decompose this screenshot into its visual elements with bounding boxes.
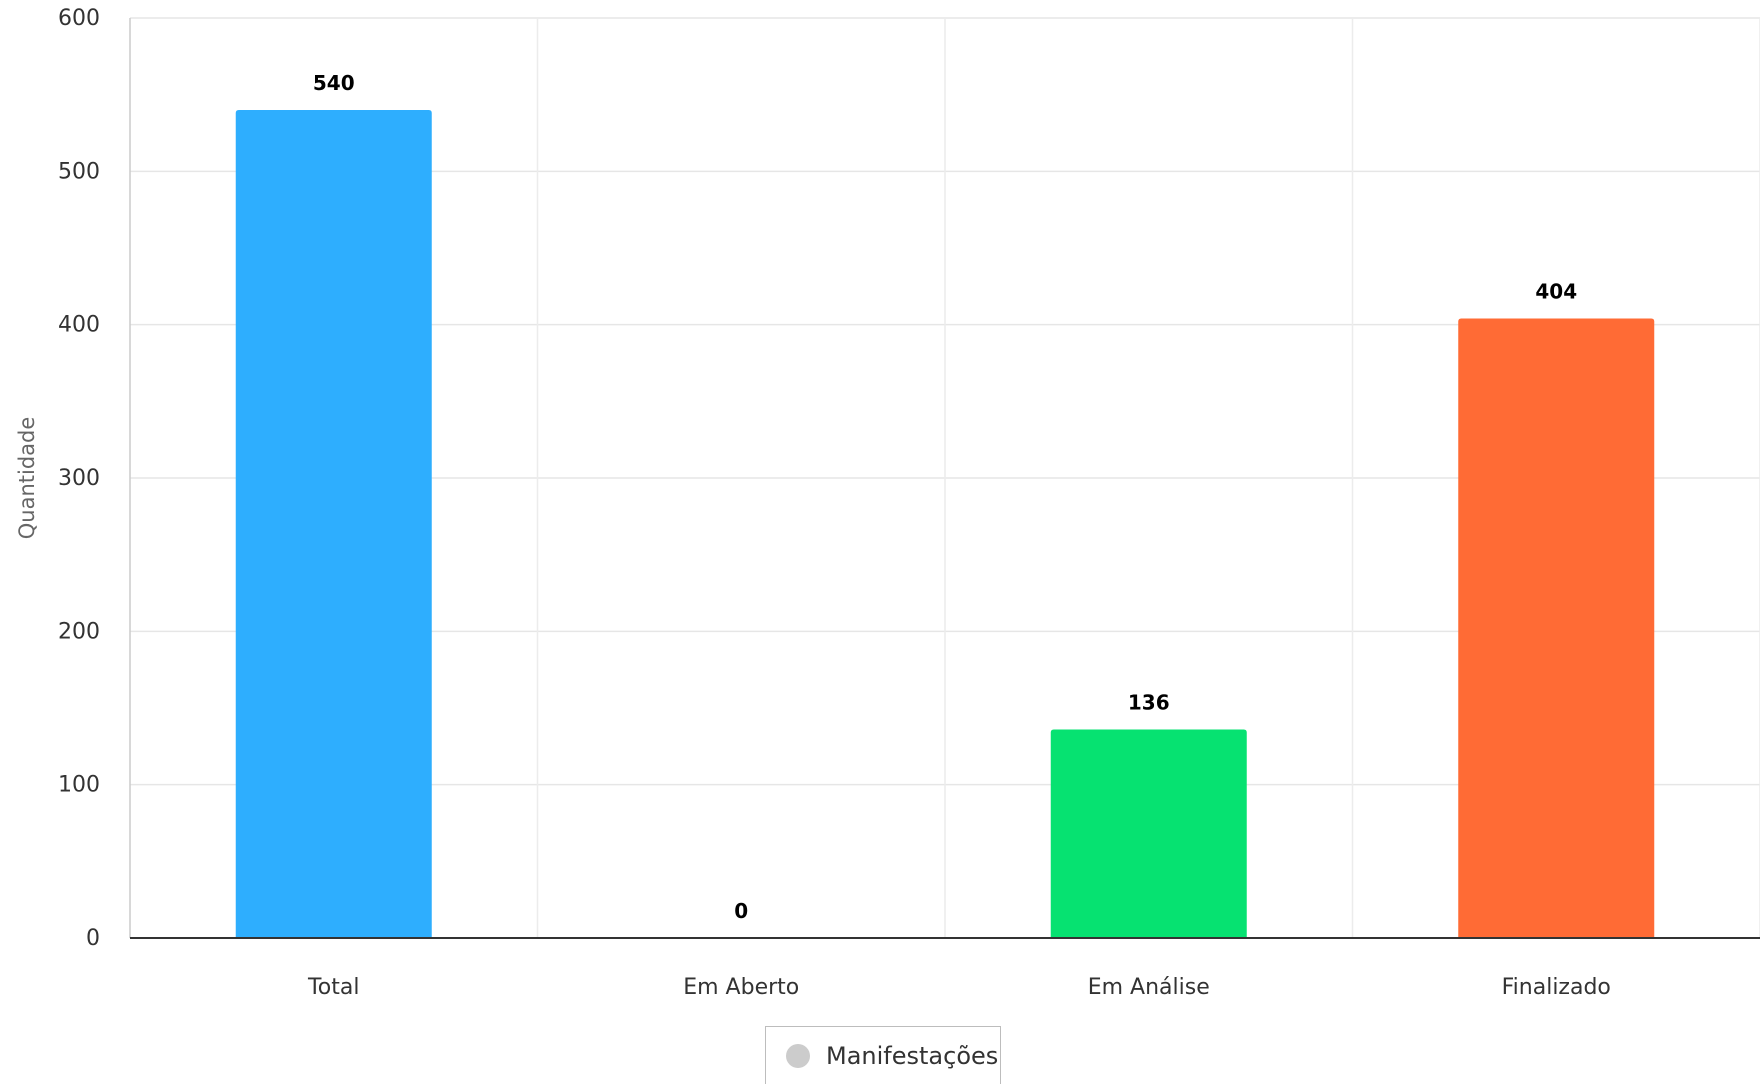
data-label: 404 — [1535, 280, 1577, 304]
y-tick-label: 600 — [58, 6, 100, 31]
legend-item-manifestacoes[interactable]: Manifestações — [765, 1026, 1001, 1084]
y-tick-label: 400 — [58, 313, 100, 338]
y-axis-title: Quantidade — [15, 417, 39, 540]
y-tick-label: 0 — [86, 926, 100, 951]
data-label: 540 — [313, 71, 355, 95]
x-tick-label: Em Análise — [1088, 975, 1210, 1000]
bar-total[interactable] — [235, 110, 432, 938]
y-tick-label: 100 — [58, 773, 100, 798]
legend-dot-icon — [786, 1043, 810, 1068]
data-label: 136 — [1128, 690, 1170, 714]
y-axis-ticks: 0 100 200 300 400 500 600 — [58, 6, 100, 951]
y-tick-label: 200 — [58, 619, 100, 644]
x-tick-label: Em Aberto — [683, 975, 799, 1000]
x-tick-label: Total — [307, 975, 359, 1000]
data-label: 0 — [734, 899, 748, 923]
x-axis-labels: Total Em Aberto Em Análise Finalizado — [307, 975, 1611, 1000]
legend-label: Manifestações — [826, 1041, 999, 1070]
bars — [235, 110, 1655, 938]
y-tick-label: 300 — [58, 466, 100, 491]
data-labels: 540 0 136 404 — [313, 71, 1577, 923]
bar-em-análise[interactable] — [1050, 729, 1247, 938]
y-tick-label: 500 — [58, 159, 100, 184]
bar-finalizado[interactable] — [1458, 318, 1655, 938]
x-tick-label: Finalizado — [1502, 975, 1611, 1000]
